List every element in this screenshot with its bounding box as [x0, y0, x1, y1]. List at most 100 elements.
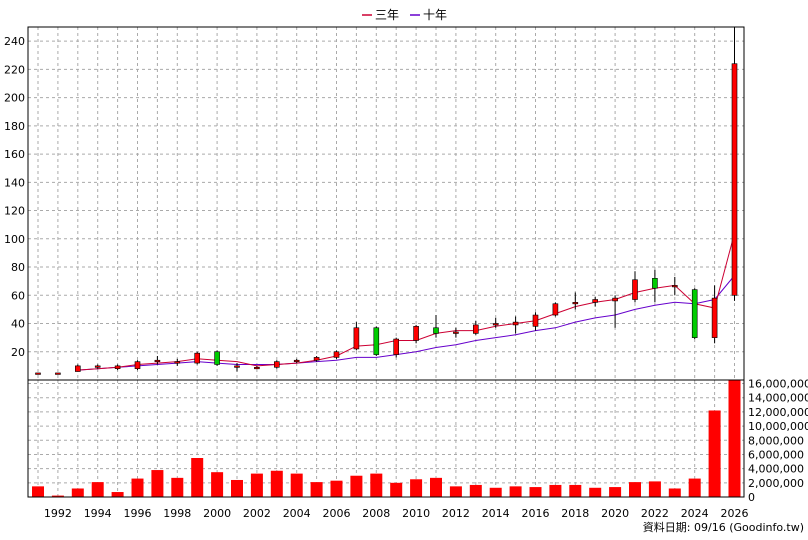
volume-bar: [430, 477, 442, 497]
volume-tick-label: 4,000,000: [748, 463, 804, 476]
candle-body: [413, 326, 419, 341]
candle: [711, 285, 718, 344]
candle-body: [154, 359, 161, 363]
candle: [114, 364, 121, 371]
candle: [333, 350, 340, 359]
price-tick-label: 160: [4, 148, 25, 161]
volume-panel-frame: [27, 379, 745, 498]
volume-bar: [91, 482, 104, 497]
x-tick-label: 2014: [482, 507, 510, 520]
candle-body: [273, 361, 280, 368]
candle: [731, 27, 738, 301]
x-tick-label: 2022: [641, 507, 669, 520]
candle: [75, 364, 81, 372]
volume-bar: [310, 482, 323, 497]
price-axis-ticks: 20 40 60 80 100 120 140 160 180 200 220 240: [4, 35, 25, 359]
candle-body: [492, 323, 499, 326]
candle: [234, 363, 240, 372]
candle-body: [671, 285, 678, 288]
volume-bar: [648, 481, 661, 497]
x-tick-label: 2004: [283, 507, 311, 520]
price-tick-label: 200: [4, 92, 25, 105]
candle: [154, 355, 161, 365]
candle-body: [711, 297, 718, 338]
volume-bar: [350, 475, 363, 497]
candle: [632, 271, 638, 303]
price-tick-label: 100: [4, 233, 25, 246]
volume-bar: [370, 473, 383, 497]
moving-average-lines: [77, 233, 735, 371]
volume-bar: [330, 480, 343, 497]
candle-body: [194, 352, 200, 364]
candle-body: [134, 361, 141, 370]
candle-body: [75, 365, 81, 372]
candle-body: [572, 302, 579, 305]
volume-bar: [111, 492, 124, 497]
volume-bar: [211, 472, 224, 497]
volume-tick-label: 0: [748, 491, 755, 504]
volume-bar: [569, 484, 582, 497]
candle-body: [234, 365, 240, 368]
volume-bar: [231, 479, 243, 497]
volume-bar: [410, 479, 423, 497]
candle: [293, 358, 300, 364]
candle: [612, 295, 618, 328]
candle: [592, 296, 599, 307]
volume-tick-label: 16,000,000: [748, 378, 808, 391]
price-tick-label: 60: [11, 289, 25, 302]
volume-bar: [668, 488, 681, 497]
price-tick-label: 40: [11, 318, 25, 331]
candle-body: [373, 327, 380, 355]
candle-body: [453, 331, 459, 334]
volume-bar: [270, 470, 283, 497]
volume-tick-label: 6,000,000: [748, 448, 804, 461]
candle: [413, 324, 419, 344]
candle-body: [333, 351, 340, 358]
candle: [671, 276, 678, 296]
candle: [273, 360, 280, 369]
candle: [35, 372, 41, 375]
candle-body: [214, 351, 220, 365]
price-tick-label: 140: [4, 176, 25, 189]
x-tick-label: 2010: [402, 507, 430, 520]
volume-tick-label: 10,000,000: [748, 420, 808, 433]
candle: [572, 292, 579, 310]
x-axis-ticks: 1992 1994 1996 1998 2000 2002 2004 2006 2008 2010…: [44, 507, 749, 520]
candle: [652, 269, 658, 303]
candle-body: [691, 289, 698, 338]
candle: [453, 327, 459, 338]
candle: [691, 288, 698, 340]
candle-body: [393, 338, 400, 355]
candle: [373, 326, 380, 356]
price-tick-label: 80: [11, 261, 25, 274]
candle: [393, 337, 400, 358]
candle-body: [632, 279, 638, 300]
volume-bar: [489, 487, 502, 497]
candle-body: [433, 327, 439, 334]
volume-bar: [151, 470, 164, 497]
candle: [472, 320, 479, 335]
volume-bar: [549, 484, 562, 497]
price-tick-label: 240: [4, 35, 25, 48]
x-tick-label: 1994: [84, 507, 112, 520]
volume-bar: [390, 482, 403, 497]
volume-bar: [290, 473, 303, 497]
candle-body: [313, 357, 320, 361]
price-tick-label: 220: [4, 63, 25, 76]
candle: [55, 372, 61, 375]
price-tick-label: 120: [4, 205, 25, 218]
price-tick-label: 20: [11, 346, 25, 359]
candle-body: [353, 327, 360, 350]
volume-bar: [629, 482, 641, 497]
ma-3yr-line: [77, 233, 735, 371]
x-tick-label: 2002: [243, 507, 271, 520]
volume-bar: [171, 477, 184, 497]
candle-body: [35, 372, 41, 375]
price-tick-label: 180: [4, 120, 25, 133]
volume-bars: [32, 380, 741, 497]
volume-tick-label: 12,000,000: [748, 406, 808, 419]
legend: 三年 十年: [362, 8, 447, 22]
candle-body: [293, 359, 300, 363]
